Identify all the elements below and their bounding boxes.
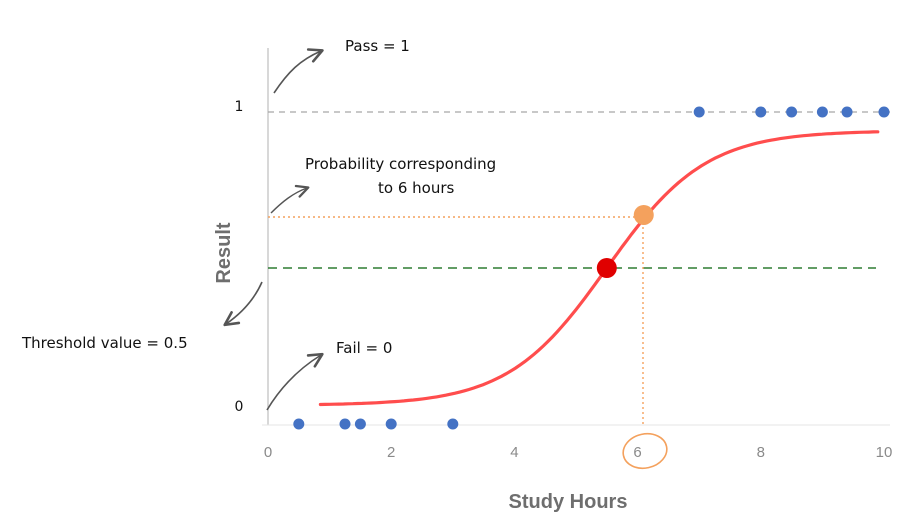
pass-arrow [273,48,324,94]
data-point-1 [293,418,305,430]
fail-arrow [266,352,324,411]
tick-6-highlight-circle [622,432,668,470]
y-tick-low: 0 [235,399,244,415]
threshold-arrow [223,281,263,327]
data-point-10 [841,106,853,118]
x-tick-2: 2 [387,444,395,461]
sigmoid-curve [318,130,880,407]
threshold-annotation: Threshold value = 0.5 [21,334,188,352]
x-tick-0: 0 [264,444,272,461]
fail-annotation: Fail = 0 [336,339,392,357]
x-tick-6: 6 [633,444,641,461]
data-point-8 [786,106,798,118]
threshold-point [596,258,617,278]
probability-annotation-line1: Probability corresponding [305,155,496,173]
probability-annotation-line2: to 6 hours [378,179,454,197]
data-point-6 [693,106,705,118]
x-tick-labels: 0 2 4 6 8 10 [264,444,893,461]
data-point-5 [447,418,459,430]
pass-annotation: Pass = 1 [345,37,410,55]
x-tick-4: 4 [510,444,518,461]
data-point-11 [878,106,890,118]
data-point-4 [385,418,397,430]
y-tick-high: 1 [235,99,244,115]
data-point-3 [354,418,366,430]
probability-point [633,204,654,225]
data-point-7 [755,106,767,118]
data-points [293,106,890,430]
y-axis-title: Result [213,222,235,283]
x-axis-title: Study Hours [509,491,628,513]
data-point-2 [339,418,351,430]
probability-arrow [270,184,310,214]
data-point-9 [816,106,828,118]
x-tick-8: 8 [757,444,765,461]
x-tick-10: 10 [876,444,893,461]
